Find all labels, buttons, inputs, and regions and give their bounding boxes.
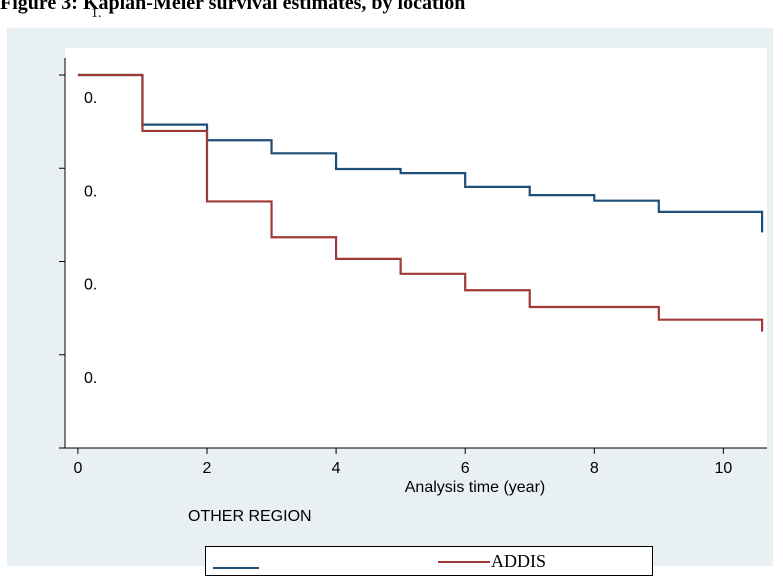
y-tick-label-1: 0. — [84, 183, 97, 200]
series-line-other-region — [77, 73, 764, 233]
legend-label-addis: ADDIS — [491, 551, 547, 571]
x-tick-label-0: 0 — [73, 460, 82, 477]
y-tick-label-3: 0. — [84, 370, 97, 387]
x-axis-label: Analysis time (year) — [405, 479, 545, 496]
survival-chart: 0. 0. 0. 0. 0 2 4 6 8 10 Analysis time (year) — [59, 48, 767, 496]
legend-label-other-region: OTHER REGION — [188, 508, 312, 525]
y-tick-label-0: 0. — [84, 90, 97, 107]
figure-title: Figure 3: Kaplan-Meier survival estimate… — [0, 0, 466, 14]
y-tick-label-2: 0. — [84, 277, 97, 294]
series-line-addis — [77, 73, 764, 332]
legend-swatch-addis — [438, 561, 490, 563]
x-tick-label-5: 10 — [714, 460, 732, 477]
legend: ADDIS — [205, 546, 653, 576]
legend-swatch-other-region — [213, 567, 259, 569]
x-tick-label-1: 2 — [203, 460, 212, 477]
plot-area — [65, 48, 767, 448]
x-tick-label-2: 4 — [332, 460, 341, 477]
chart-panel: 0. 0. 0. 0. 0 2 4 6 8 10 Analysis time (year) ADDI… — [7, 28, 773, 576]
x-tick-label-3: 6 — [461, 460, 470, 477]
title-mark: 1. — [91, 6, 102, 21]
x-tick-label-4: 8 — [590, 460, 599, 477]
